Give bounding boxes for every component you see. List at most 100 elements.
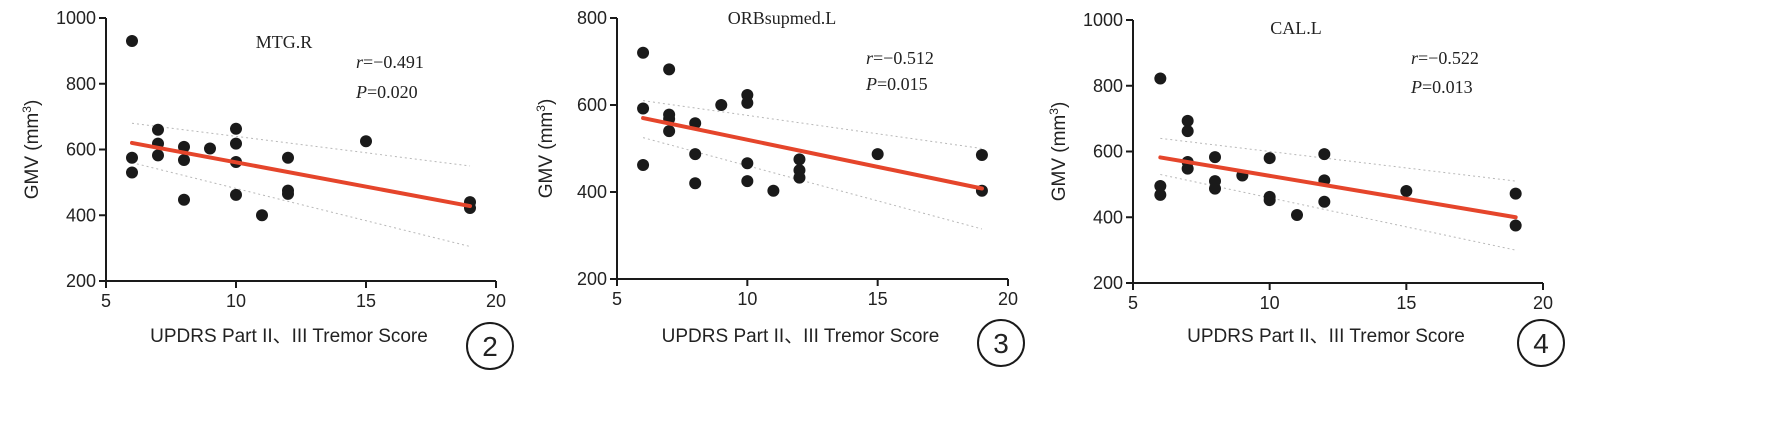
r-symbol: r bbox=[866, 48, 874, 68]
data-point bbox=[637, 159, 650, 172]
p-annotation: P=0.013 bbox=[1410, 77, 1473, 97]
y-tick-label: 400 bbox=[1093, 207, 1123, 227]
regression-line bbox=[130, 140, 472, 209]
data-point bbox=[1181, 162, 1194, 175]
data-point bbox=[360, 135, 372, 148]
panel-number: 4 bbox=[1533, 328, 1549, 359]
regression-line bbox=[641, 116, 984, 191]
data-point bbox=[715, 99, 728, 111]
data-point bbox=[1318, 195, 1331, 208]
x-tick-label: 20 bbox=[486, 291, 506, 311]
data-point bbox=[126, 166, 138, 179]
y-axis-label-text: GMV (mm bbox=[536, 112, 557, 199]
x-tick-label: 15 bbox=[1396, 293, 1416, 313]
y-axis-label-superscript: 3 bbox=[20, 106, 34, 113]
scatter-panel-2: 200 400 600 800 1000 5 10 15 20 UPDRS Part II、III… bbox=[20, 8, 514, 370]
panel-title: ORBsupmed.L bbox=[728, 8, 837, 28]
x-tick-label: 20 bbox=[1533, 293, 1553, 313]
data-point bbox=[178, 193, 190, 206]
y-tick-label: 200 bbox=[1093, 273, 1123, 293]
ci-lower-line bbox=[131, 162, 471, 247]
y-tick-label: 800 bbox=[66, 74, 96, 94]
data-point bbox=[1154, 188, 1167, 201]
r-symbol: r bbox=[1411, 48, 1419, 68]
scatter-panel-3: 200 400 600 800 5 10 15 20 UPDRS Part II、III Tre… bbox=[534, 8, 1025, 367]
y-axis-label-superscript: 3 bbox=[534, 105, 548, 112]
r-value: =−0.522 bbox=[1418, 48, 1479, 68]
x-axis-label: UPDRS Part II、III Tremor Score bbox=[662, 326, 940, 347]
data-point bbox=[230, 188, 242, 201]
r-annotation: r=−0.512 bbox=[866, 48, 934, 68]
data-point bbox=[1509, 187, 1522, 200]
data-point bbox=[256, 209, 268, 222]
data-point bbox=[793, 153, 806, 166]
data-point bbox=[689, 148, 702, 161]
r-annotation: r=−0.522 bbox=[1411, 48, 1479, 68]
data-point bbox=[126, 151, 138, 164]
data-point bbox=[1154, 180, 1167, 193]
data-point bbox=[1400, 184, 1413, 197]
panel-number: 3 bbox=[993, 328, 1009, 359]
y-axis-label-close: ) bbox=[536, 99, 557, 105]
ci-lower-line bbox=[642, 137, 983, 230]
y-axis-label-close: ) bbox=[1049, 102, 1070, 108]
data-point bbox=[767, 184, 780, 197]
data-point bbox=[1181, 125, 1194, 138]
x-tick-label: 15 bbox=[868, 289, 888, 309]
data-point bbox=[152, 149, 164, 162]
data-point bbox=[1263, 194, 1276, 207]
x-tick-label: 5 bbox=[101, 291, 111, 311]
ci-upper-line bbox=[642, 100, 983, 149]
panel-title: CAL.L bbox=[1270, 18, 1322, 38]
x-tick-label: 15 bbox=[356, 291, 376, 311]
data-point bbox=[741, 96, 754, 109]
y-tick-label: 800 bbox=[577, 8, 607, 28]
data-point bbox=[1291, 208, 1303, 221]
p-symbol: P bbox=[865, 74, 877, 94]
data-point bbox=[663, 125, 676, 138]
y-tick-label: 800 bbox=[1093, 76, 1123, 96]
data-point bbox=[1318, 148, 1331, 161]
data-point bbox=[637, 102, 650, 115]
y-tick-label: 600 bbox=[1093, 142, 1123, 162]
scatter-panel-4: 200 400 600 800 1000 5 10 15 20 UPDRS Part II、III… bbox=[1047, 10, 1565, 367]
panel-number-circle bbox=[466, 322, 514, 370]
x-axis-label: UPDRS Part II、III Tremor Score bbox=[150, 326, 428, 347]
data-point bbox=[1509, 219, 1522, 232]
x-tick-label: 5 bbox=[1128, 293, 1138, 313]
r-annotation: r=−0.491 bbox=[356, 52, 424, 72]
data-point bbox=[1154, 72, 1167, 85]
y-axis-label-text: GMV (mm bbox=[22, 113, 43, 200]
data-point bbox=[1263, 152, 1276, 165]
p-value: =0.015 bbox=[877, 74, 928, 94]
panel-number: 2 bbox=[482, 331, 498, 362]
data-point bbox=[204, 142, 216, 155]
p-symbol: P bbox=[355, 82, 367, 102]
y-axis-label-superscript: 3 bbox=[1047, 108, 1061, 115]
data-point bbox=[178, 140, 190, 153]
panel-title: MTG.R bbox=[256, 32, 313, 52]
r-symbol: r bbox=[356, 52, 364, 72]
data-point bbox=[689, 177, 702, 190]
y-tick-label: 200 bbox=[66, 271, 96, 291]
data-point bbox=[230, 137, 242, 150]
x-tick-label: 10 bbox=[1260, 293, 1280, 313]
data-point bbox=[793, 171, 806, 184]
y-tick-label: 1000 bbox=[1083, 10, 1123, 30]
y-tick-label: 600 bbox=[577, 95, 607, 115]
y-tick-label: 1000 bbox=[56, 8, 96, 28]
y-tick-label: 200 bbox=[577, 269, 607, 289]
y-tick-label: 400 bbox=[66, 205, 96, 225]
panel-number-circle bbox=[1517, 319, 1565, 367]
data-point bbox=[178, 154, 190, 167]
x-tick-label: 10 bbox=[226, 291, 246, 311]
data-point bbox=[663, 63, 676, 76]
data-point bbox=[1181, 114, 1194, 127]
x-tick-label: 10 bbox=[737, 289, 757, 309]
p-value: =0.020 bbox=[367, 82, 418, 102]
y-axis-label: GMV (mm3) bbox=[20, 100, 43, 200]
ci-upper-line bbox=[131, 122, 471, 167]
data-point bbox=[1209, 182, 1221, 195]
data-point bbox=[1209, 151, 1221, 164]
